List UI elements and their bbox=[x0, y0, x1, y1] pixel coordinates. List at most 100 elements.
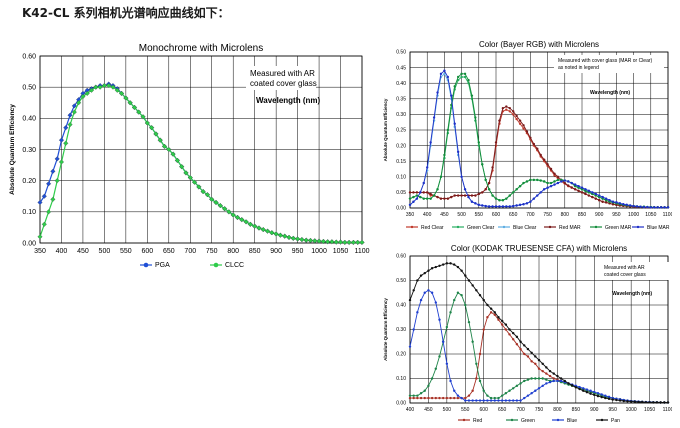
data-point bbox=[443, 153, 446, 157]
data-point bbox=[463, 194, 467, 197]
data-point bbox=[464, 303, 467, 307]
note-line: as noted in legend bbox=[558, 65, 599, 71]
data-point bbox=[445, 396, 449, 400]
data-point bbox=[601, 195, 604, 199]
data-point bbox=[596, 392, 600, 395]
x-tick-label: 1050 bbox=[645, 212, 656, 218]
legend-item: Red bbox=[458, 418, 482, 424]
note-box bbox=[554, 55, 664, 73]
data-point bbox=[475, 377, 478, 380]
data-point bbox=[611, 398, 614, 401]
data-point bbox=[471, 340, 474, 343]
data-point bbox=[546, 186, 549, 189]
data-point bbox=[415, 194, 419, 197]
data-point bbox=[563, 181, 566, 185]
data-point bbox=[518, 203, 522, 207]
data-point bbox=[463, 188, 467, 191]
data-point bbox=[536, 178, 539, 182]
data-point bbox=[573, 183, 577, 186]
data-point bbox=[593, 390, 596, 394]
data-point bbox=[548, 380, 552, 384]
data-point bbox=[584, 188, 587, 191]
data-point bbox=[423, 389, 426, 392]
data-point bbox=[522, 124, 525, 127]
data-point bbox=[434, 396, 437, 400]
legend-swatch-marker bbox=[502, 225, 506, 229]
data-point bbox=[493, 311, 496, 314]
data-point bbox=[71, 109, 77, 115]
data-point bbox=[546, 181, 549, 185]
data-point bbox=[536, 147, 539, 150]
data-point bbox=[282, 233, 288, 239]
data-point bbox=[412, 394, 415, 397]
y-tick-label: 0.00 bbox=[396, 206, 406, 212]
data-point bbox=[423, 396, 426, 400]
data-point bbox=[594, 192, 597, 196]
data-point bbox=[446, 128, 450, 132]
data-point bbox=[529, 200, 532, 203]
data-point bbox=[598, 199, 601, 202]
y-tick-label: 0.40 bbox=[396, 303, 406, 309]
data-point bbox=[534, 362, 537, 365]
data-point bbox=[423, 291, 426, 294]
data-point bbox=[464, 274, 467, 277]
data-point bbox=[149, 125, 155, 131]
chart-title: Color (KODAK TRUESENSE CFA) with Microle… bbox=[451, 244, 627, 253]
data-point bbox=[153, 131, 159, 137]
x-tick-label: 650 bbox=[498, 407, 507, 413]
data-point bbox=[493, 396, 496, 400]
data-point bbox=[659, 206, 663, 209]
data-point bbox=[54, 156, 60, 162]
x-tick-label: 450 bbox=[77, 248, 89, 255]
data-point bbox=[482, 328, 485, 331]
data-point bbox=[256, 225, 262, 231]
data-point bbox=[500, 399, 504, 402]
data-point bbox=[412, 289, 415, 292]
data-point bbox=[460, 175, 463, 178]
data-point bbox=[515, 384, 519, 388]
y-tick-label: 0.50 bbox=[396, 278, 406, 284]
data-point bbox=[589, 392, 592, 395]
data-point bbox=[494, 197, 498, 200]
data-point bbox=[97, 84, 103, 90]
data-point bbox=[453, 298, 456, 302]
data-point bbox=[556, 175, 560, 178]
y-tick-label: 0.30 bbox=[396, 112, 406, 118]
legend-label: Red MAR bbox=[559, 225, 581, 231]
legend-swatch-marker bbox=[456, 225, 460, 229]
data-point bbox=[438, 264, 441, 267]
data-point bbox=[481, 191, 484, 194]
data-point bbox=[453, 389, 456, 392]
data-point bbox=[234, 214, 241, 220]
data-point bbox=[456, 150, 460, 154]
y-tick-label: 0.10 bbox=[22, 209, 36, 216]
data-point bbox=[604, 201, 608, 204]
data-point bbox=[593, 393, 596, 397]
data-point bbox=[501, 199, 505, 202]
x-tick-label: 450 bbox=[440, 212, 449, 218]
data-point bbox=[489, 396, 493, 400]
data-point bbox=[655, 401, 659, 404]
data-point bbox=[467, 399, 471, 402]
data-point bbox=[37, 199, 43, 205]
legend-item: Blue MAR bbox=[632, 225, 670, 231]
legend-item: Green MAR bbox=[590, 225, 632, 231]
data-point bbox=[439, 197, 443, 200]
legend-swatch-marker bbox=[410, 225, 414, 229]
data-point bbox=[438, 396, 441, 400]
data-point bbox=[355, 239, 361, 245]
data-point bbox=[63, 125, 69, 131]
legend-label: CLCC bbox=[225, 262, 244, 269]
data-point bbox=[537, 358, 541, 362]
data-point bbox=[563, 379, 566, 383]
data-point bbox=[659, 401, 662, 404]
data-point bbox=[443, 69, 446, 72]
data-point bbox=[478, 399, 482, 402]
data-point bbox=[577, 189, 580, 193]
data-point bbox=[329, 239, 335, 245]
data-point bbox=[491, 166, 494, 169]
data-point bbox=[489, 307, 493, 310]
x-tick-label: 700 bbox=[184, 248, 196, 255]
data-point bbox=[144, 120, 150, 126]
data-point bbox=[187, 175, 193, 181]
